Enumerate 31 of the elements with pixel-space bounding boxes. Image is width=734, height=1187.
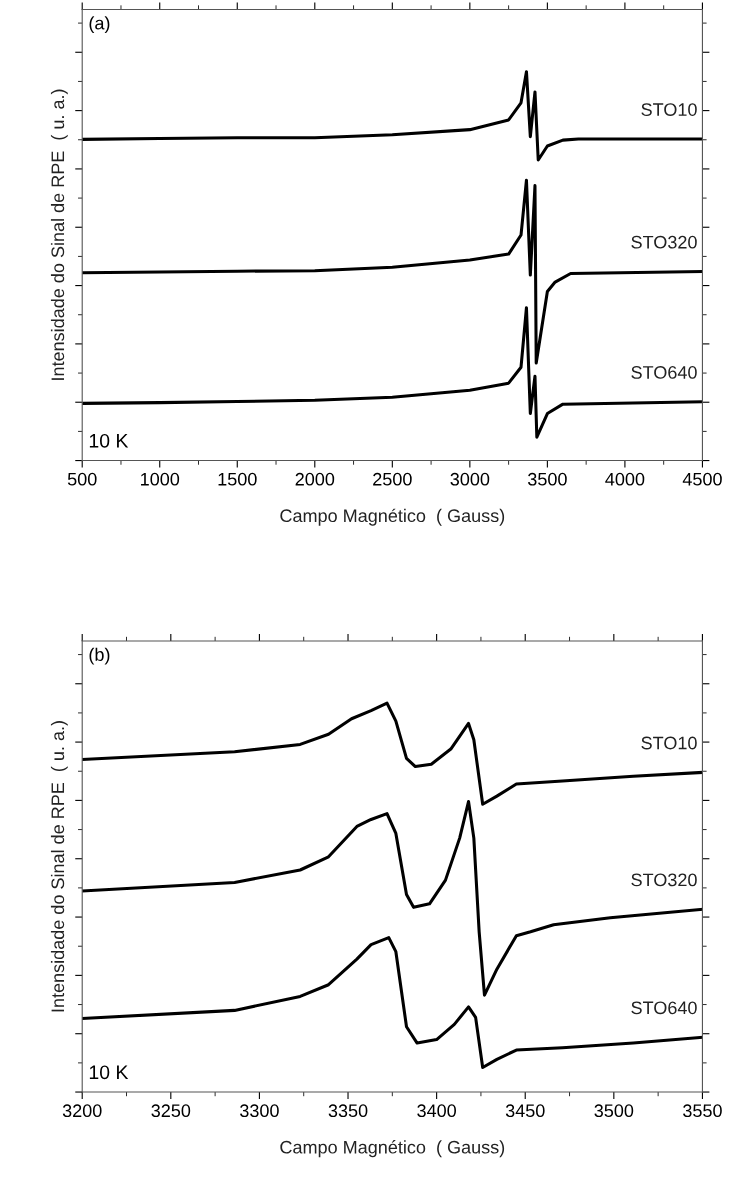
x-tick-label: 4500 xyxy=(682,472,722,486)
annotation: 10 K xyxy=(89,1065,129,1080)
x-tick-label: 1000 xyxy=(141,472,180,486)
x-tick-label: 3500 xyxy=(594,1104,634,1118)
x-tick-label: 3450 xyxy=(505,1104,545,1118)
x-tick-label: 500 xyxy=(67,472,97,486)
x-tick-label: 3400 xyxy=(417,1104,456,1118)
legend-label: STO10 xyxy=(641,736,697,750)
x-axis-title: Campo Magnético ( Gauss) xyxy=(280,508,505,526)
x-tick-label: 3200 xyxy=(62,1104,102,1118)
x-tick-label: 2500 xyxy=(373,472,412,486)
x-tick-label: 3350 xyxy=(328,1104,368,1118)
series-label: STO320 xyxy=(631,235,697,249)
y-axis-title: Intensidade do Sinal de RPE ( u. a.) xyxy=(50,89,68,380)
x-tick-label: 3500 xyxy=(527,472,567,486)
x-axis-title: Campo Magnético ( Gauss) xyxy=(280,1140,505,1158)
x-tick-label: 3000 xyxy=(450,472,490,486)
text: (a) xyxy=(89,16,110,34)
annotation: 10 K xyxy=(89,433,129,448)
x-tick-label: 3250 xyxy=(151,1104,191,1118)
legend-label: STO640 xyxy=(631,366,697,379)
legend-label: STO640 xyxy=(631,1001,697,1015)
x-tick-label: 3300 xyxy=(240,1104,279,1118)
x-tick-label: 3550 xyxy=(683,1104,722,1118)
x-tick-label: 4000 xyxy=(605,472,645,486)
legend-label: STO320 xyxy=(631,873,697,887)
text: (b) xyxy=(89,647,110,665)
legend-label: STO10 xyxy=(641,103,697,116)
y-axis-title: Intensidade do Sinal de RPE ( u. a.) xyxy=(50,721,68,1012)
x-tick-label: 1500 xyxy=(218,472,257,486)
x-tick-label: 2000 xyxy=(295,472,335,486)
